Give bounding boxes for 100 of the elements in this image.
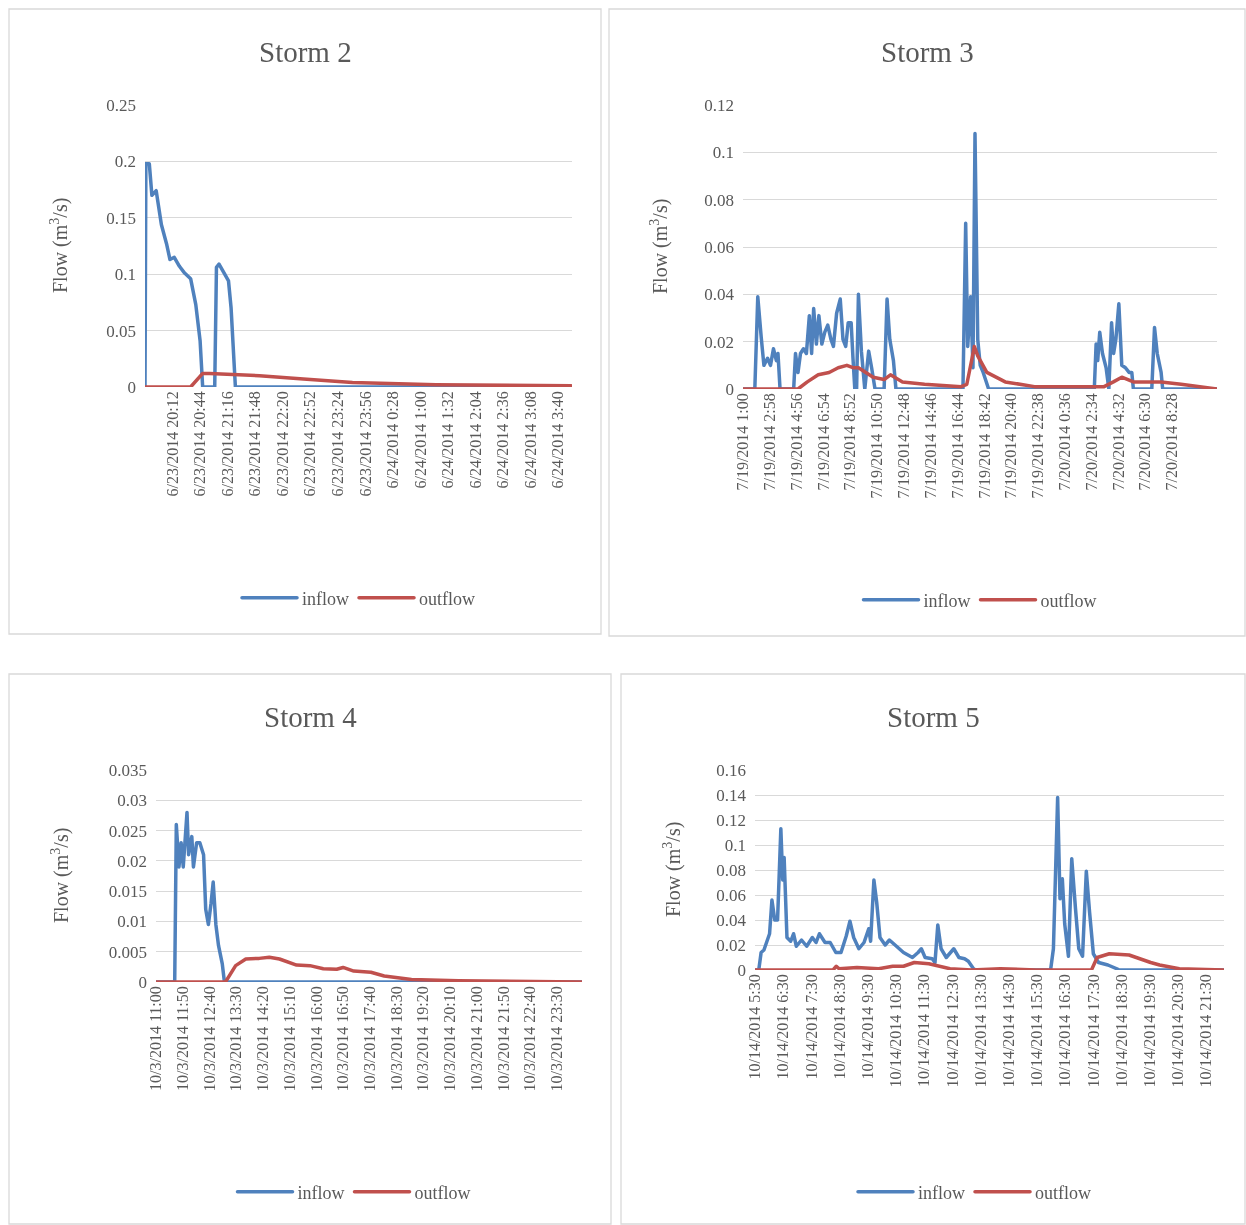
legend-label: outflow [1035, 1182, 1091, 1203]
x-tick-label: 7/19/2014 6:54 [814, 393, 832, 491]
y-tick-label: 0.12 [704, 95, 734, 115]
x-tick-label: 7/19/2014 8:52 [841, 393, 859, 491]
y-tick-label: 0.08 [716, 860, 746, 880]
y-tick-label: 0.005 [108, 942, 147, 962]
x-tick-label: 10/3/2014 19:20 [414, 986, 432, 1092]
x-tick-label: 6/23/2014 20:12 [163, 391, 181, 497]
x-tick-label: 7/19/2014 4:56 [787, 393, 805, 491]
x-tick-label: 7/19/2014 12:48 [895, 393, 913, 499]
y-tick-label: 0.1 [712, 143, 734, 163]
x-tick-label: 10/3/2014 17:40 [361, 986, 378, 1092]
x-tick-label: 10/3/2014 20:10 [441, 986, 459, 1092]
legend-label: inflow [918, 1182, 965, 1203]
x-tick-label: 7/19/2014 22:38 [1029, 393, 1047, 499]
y-tick-label: 0.035 [108, 760, 147, 780]
y-tick-label: 0.12 [716, 810, 746, 830]
x-tick-label: 10/3/2014 12:40 [200, 986, 218, 1092]
y-tick-label: 0.14 [716, 785, 747, 805]
y-tick-label: 0.02 [716, 935, 746, 955]
x-tick-label: 7/20/2014 4:32 [1109, 393, 1127, 491]
x-tick-label: 10/3/2014 14:20 [254, 986, 272, 1092]
x-tick-label: 10/3/2014 18:30 [387, 986, 405, 1092]
y-tick-label: 0.04 [716, 910, 747, 930]
legend-label: outflow [414, 1182, 471, 1203]
y-tick-label: 0.2 [114, 152, 136, 172]
x-tick-label: 10/14/2014 21:30 [1197, 974, 1215, 1088]
x-tick-label: 7/19/2014 10:50 [868, 393, 886, 499]
x-tick-label: 7/20/2014 6:30 [1136, 393, 1154, 491]
x-tick-label: 6/24/2014 3:08 [521, 391, 539, 489]
chart-title: Storm 3 [881, 36, 974, 68]
x-tick-label: 10/14/2014 18:30 [1112, 974, 1130, 1088]
y-tick-label: 0.05 [106, 321, 136, 341]
x-tick-label: 10/14/2014 8:30 [830, 974, 848, 1080]
x-tick-label: 6/23/2014 23:24 [329, 391, 347, 497]
chart-title: Storm 4 [264, 701, 358, 733]
x-tick-label: 7/19/2014 20:40 [1002, 393, 1020, 499]
x-tick-label: 7/19/2014 1:00 [734, 393, 752, 491]
x-tick-label: 6/24/2014 2:36 [494, 391, 512, 489]
legend-label: outflow [419, 588, 475, 609]
y-tick-label: 0.03 [117, 791, 147, 811]
y-tick-label: 0.02 [704, 332, 734, 352]
y-tick-label: 0.15 [106, 208, 136, 228]
x-tick-label: 7/20/2014 0:36 [1055, 393, 1073, 491]
x-tick-label: 10/14/2014 14:30 [999, 974, 1017, 1088]
x-tick-label: 6/24/2014 1:32 [439, 391, 457, 489]
y-tick-label: 0.1 [114, 265, 136, 285]
x-tick-label: 6/24/2014 1:00 [411, 391, 429, 489]
y-tick-label: 0.25 [106, 95, 136, 115]
line-series [145, 371, 572, 387]
x-tick-label: 7/19/2014 16:44 [948, 393, 966, 499]
x-tick-label: 7/20/2014 8:28 [1163, 393, 1181, 491]
x-tick-label: 10/14/2014 17:30 [1084, 974, 1102, 1088]
x-tick-label: 10/14/2014 6:30 [774, 974, 792, 1080]
line-series [743, 344, 1217, 389]
chart-title: Storm 5 [887, 701, 980, 733]
y-tick-label: 0 [127, 377, 136, 397]
y-tick-label: 0.015 [108, 882, 147, 902]
x-tick-label: 10/3/2014 11:50 [173, 986, 191, 1091]
x-tick-label: 10/14/2014 19:30 [1140, 974, 1158, 1088]
x-tick-label: 10/3/2014 13:30 [227, 986, 245, 1092]
legend-label: inflow [297, 1182, 345, 1203]
x-tick-label: 6/23/2014 22:20 [273, 391, 291, 497]
y-tick-label: 0.02 [117, 851, 147, 871]
x-tick-label: 10/14/2014 15:30 [1028, 974, 1046, 1088]
x-tick-label: 10/3/2014 16:00 [307, 986, 325, 1092]
x-tick-label: 10/14/2014 9:30 [858, 974, 876, 1080]
x-tick-label: 6/23/2014 20:44 [191, 391, 209, 497]
y-tick-label: 0.08 [704, 190, 734, 210]
y-tick-label: 0 [725, 379, 734, 399]
y-tick-label: 0.16 [716, 760, 746, 780]
legend-label: inflow [302, 588, 349, 609]
x-tick-label: 7/19/2014 18:42 [975, 393, 993, 499]
y-tick-label: 0.04 [704, 285, 735, 305]
x-tick-label: 10/3/2014 16:50 [334, 986, 352, 1092]
x-tick-label: 10/3/2014 21:50 [494, 986, 512, 1092]
x-tick-label: 10/14/2014 20:30 [1169, 974, 1187, 1088]
line-series [755, 952, 1224, 970]
x-tick-label: 10/14/2014 7:30 [802, 974, 820, 1080]
x-tick-label: 10/14/2014 12:30 [943, 974, 961, 1088]
legend-label: inflow [923, 590, 971, 611]
x-tick-label: 10/3/2014 11:00 [147, 986, 165, 1091]
x-tick-label: 10/14/2014 11:30 [915, 974, 933, 1087]
chart-title: Storm 2 [259, 36, 352, 68]
line-series [156, 955, 582, 982]
x-tick-label: 6/23/2014 21:48 [246, 391, 264, 497]
x-tick-label: 6/23/2014 21:16 [218, 391, 236, 497]
x-tick-label: 10/14/2014 5:30 [746, 974, 764, 1080]
x-tick-label: 7/20/2014 2:34 [1082, 393, 1100, 491]
y-tick-label: 0.06 [716, 885, 746, 905]
x-tick-label: 7/19/2014 14:46 [921, 393, 939, 499]
legend-label: outflow [1040, 590, 1097, 611]
x-tick-label: 10/3/2014 15:10 [280, 986, 298, 1092]
y-tick-label: 0.025 [108, 821, 147, 841]
x-tick-label: 6/24/2014 3:40 [549, 391, 567, 489]
y-tick-label: 0 [737, 960, 746, 980]
x-tick-label: 10/14/2014 16:30 [1056, 974, 1074, 1088]
y-tick-label: 0.06 [704, 237, 734, 257]
x-tick-label: 7/19/2014 2:58 [761, 393, 779, 491]
y-tick-label: 0.01 [117, 912, 147, 932]
